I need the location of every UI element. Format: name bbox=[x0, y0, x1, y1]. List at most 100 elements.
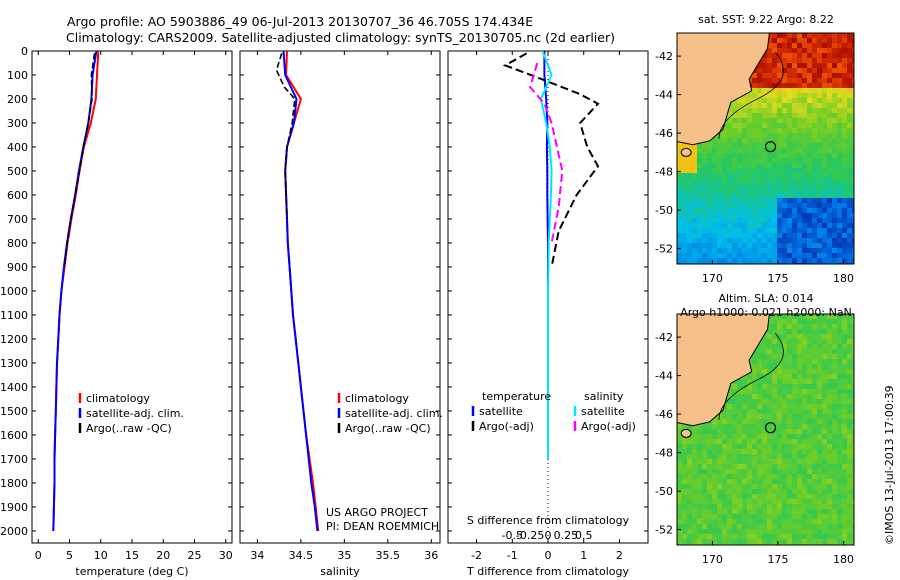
map-cell bbox=[722, 469, 727, 474]
map-cell bbox=[767, 228, 772, 233]
map-cell bbox=[822, 218, 827, 223]
map-cell bbox=[722, 158, 727, 163]
map-cell bbox=[742, 158, 747, 163]
map-cell bbox=[702, 223, 707, 228]
map-cell bbox=[772, 183, 777, 188]
map-cell bbox=[847, 329, 852, 334]
map-cell bbox=[772, 479, 777, 484]
map-cell bbox=[687, 168, 692, 173]
map-cell bbox=[712, 474, 717, 479]
map-cell bbox=[852, 158, 854, 163]
map-cell bbox=[842, 334, 847, 339]
map-cell bbox=[747, 238, 752, 243]
map-cell bbox=[797, 489, 802, 494]
map-cell bbox=[732, 434, 737, 439]
map-cell bbox=[702, 193, 707, 198]
map-cell bbox=[762, 98, 767, 103]
map-cell bbox=[792, 223, 797, 228]
map-cell bbox=[807, 509, 812, 514]
map-cell bbox=[782, 53, 787, 58]
map-cell bbox=[767, 404, 772, 409]
lat-tick-label: -52 bbox=[655, 243, 673, 256]
map-cell bbox=[832, 143, 837, 148]
map-cell bbox=[792, 158, 797, 163]
map-cell bbox=[722, 153, 727, 158]
map-cell bbox=[737, 198, 742, 203]
map-cell bbox=[772, 123, 777, 128]
map-cell bbox=[777, 118, 782, 123]
map-cell bbox=[712, 539, 717, 544]
map-cell bbox=[847, 63, 852, 68]
map-cell bbox=[837, 228, 842, 233]
map-cell bbox=[702, 253, 707, 258]
map-cell bbox=[847, 253, 852, 258]
map-cell bbox=[732, 384, 737, 389]
map-cell bbox=[837, 158, 842, 163]
map-cell bbox=[692, 173, 697, 178]
map-cell bbox=[787, 334, 792, 339]
map-cell bbox=[807, 334, 812, 339]
map-cell bbox=[777, 203, 782, 208]
y-tick-label: 400 bbox=[7, 141, 28, 154]
map-cell bbox=[782, 78, 787, 83]
map-cell bbox=[692, 168, 697, 173]
map-cell bbox=[772, 524, 777, 529]
y-tick-label: 0 bbox=[21, 45, 28, 58]
map-cell bbox=[737, 389, 742, 394]
map-cell bbox=[837, 108, 842, 113]
map-cell bbox=[747, 203, 752, 208]
map-cell bbox=[737, 444, 742, 449]
map-cell bbox=[792, 183, 797, 188]
map-cell bbox=[817, 48, 822, 53]
map-cell bbox=[747, 519, 752, 524]
map-cell bbox=[777, 48, 782, 53]
map-cell bbox=[687, 178, 692, 183]
map-cell bbox=[752, 103, 757, 108]
map-cell bbox=[792, 248, 797, 253]
map-cell bbox=[717, 539, 722, 544]
map-cell bbox=[792, 83, 797, 88]
map-cell bbox=[782, 203, 787, 208]
imos-timestamp: ©IMOS 13-Jul-2013 17:00:39 bbox=[883, 385, 896, 545]
map-cell bbox=[852, 409, 854, 414]
map-cell bbox=[817, 233, 822, 238]
map-cell bbox=[797, 474, 802, 479]
map-cell bbox=[842, 479, 847, 484]
map-cell bbox=[797, 83, 802, 88]
map-cell bbox=[832, 168, 837, 173]
lat-tick-label: -48 bbox=[655, 166, 673, 179]
map-cell bbox=[812, 68, 817, 73]
map-cell bbox=[762, 369, 767, 374]
x-tick-label: 1 bbox=[580, 549, 587, 562]
map-cell bbox=[837, 208, 842, 213]
map-cell bbox=[777, 454, 782, 459]
map-cell bbox=[852, 138, 854, 143]
map-cell bbox=[797, 253, 802, 258]
map-cell bbox=[842, 459, 847, 464]
map-cell bbox=[687, 228, 692, 233]
map-cell bbox=[792, 454, 797, 459]
map-cell bbox=[772, 113, 777, 118]
map-cell bbox=[822, 459, 827, 464]
map-cell bbox=[837, 248, 842, 253]
map-cell bbox=[812, 484, 817, 489]
map-cell bbox=[792, 389, 797, 394]
map-cell bbox=[747, 419, 752, 424]
map-cell bbox=[837, 33, 842, 38]
map-cell bbox=[847, 93, 852, 98]
map-cell bbox=[752, 394, 757, 399]
map-cell bbox=[692, 479, 697, 484]
map-cell bbox=[722, 228, 727, 233]
map-cell bbox=[682, 208, 687, 213]
map-cell bbox=[847, 238, 852, 243]
map-cell bbox=[767, 514, 772, 519]
map-cell bbox=[812, 469, 817, 474]
map-cell bbox=[747, 208, 752, 213]
map-cell bbox=[782, 324, 787, 329]
map-cell bbox=[842, 168, 847, 173]
map-cell bbox=[772, 93, 777, 98]
map-cell bbox=[782, 469, 787, 474]
map-cell bbox=[822, 324, 827, 329]
map-cell bbox=[822, 364, 827, 369]
map-cell bbox=[757, 73, 762, 78]
